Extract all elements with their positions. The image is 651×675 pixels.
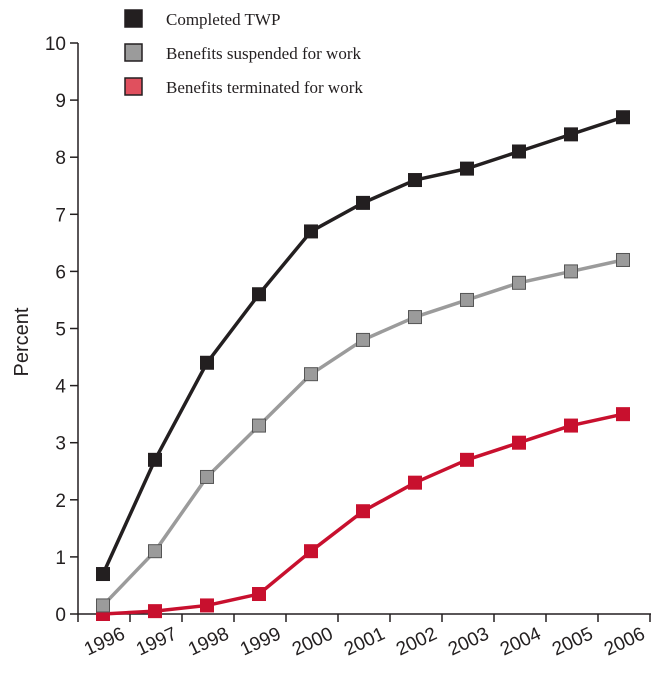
data-point — [96, 567, 110, 582]
y-axis-title: Percent — [11, 307, 33, 376]
x-tick-label: 2005 — [549, 624, 596, 661]
x-tick-label: 2000 — [289, 624, 336, 661]
y-tick-label: 7 — [55, 205, 66, 226]
x-tick-label: 2003 — [445, 624, 492, 661]
data-point — [356, 195, 370, 210]
data-point — [460, 452, 474, 467]
data-point — [200, 469, 214, 484]
y-tick-label: 10 — [45, 34, 66, 55]
x-tick-label: 1996 — [81, 624, 128, 661]
data-point — [512, 144, 526, 159]
data-point — [564, 264, 578, 279]
data-point — [252, 418, 266, 433]
series-1 — [96, 252, 630, 613]
x-tick-label: 1998 — [185, 624, 232, 661]
data-point — [148, 544, 162, 559]
data-point — [96, 598, 110, 613]
x-tick-label: 2004 — [497, 623, 545, 660]
y-tick-label: 4 — [55, 377, 66, 398]
data-point — [252, 287, 266, 302]
y-tick-label: 0 — [55, 605, 66, 626]
y-tick-label: 8 — [55, 148, 66, 169]
x-axis: 1996 1997 1998 1999 2000 2001 2002 2003 2004 2005… — [77, 613, 651, 661]
data-point — [252, 587, 266, 602]
legend-label: Benefits terminated for work — [166, 78, 363, 97]
series-2 — [96, 407, 630, 621]
legend-marker — [124, 77, 143, 96]
data-point — [460, 292, 474, 307]
y-tick-label: 2 — [55, 491, 66, 512]
data-point — [356, 504, 370, 519]
data-point — [564, 127, 578, 142]
y-tick-label: 5 — [55, 320, 66, 341]
series-layer — [96, 110, 630, 621]
data-point — [408, 173, 422, 188]
data-point — [200, 598, 214, 613]
data-point — [356, 332, 370, 347]
data-point — [616, 407, 630, 422]
data-point — [148, 604, 162, 619]
legend-marker — [124, 43, 143, 62]
data-point — [512, 275, 526, 290]
y-tick-label: 1 — [55, 548, 66, 569]
y-tick-label: 3 — [55, 434, 66, 455]
data-point — [512, 435, 526, 450]
y-tick-label: 6 — [55, 262, 66, 283]
chart-legend: Completed TWP Benefits suspended for work… — [124, 9, 363, 97]
x-tick-label: 2001 — [341, 624, 388, 661]
y-axis: 0 1 2 3 4 5 6 7 8 9 10 — [45, 34, 79, 626]
y-tick-label: 9 — [55, 91, 66, 112]
data-point — [148, 452, 162, 467]
x-tick-label: 1997 — [133, 624, 180, 661]
data-point — [304, 544, 318, 559]
legend-label: Completed TWP — [166, 10, 280, 29]
data-point — [616, 252, 630, 267]
data-point — [304, 224, 318, 239]
x-tick-label: 1999 — [237, 624, 284, 661]
data-point — [564, 418, 578, 433]
data-point — [408, 475, 422, 490]
series-0 — [96, 110, 630, 582]
data-point — [304, 367, 318, 382]
data-point — [200, 355, 214, 370]
data-point — [408, 310, 422, 325]
legend-label: Benefits suspended for work — [166, 44, 361, 63]
legend-marker — [124, 9, 143, 28]
x-tick-label: 2002 — [393, 624, 440, 661]
data-point — [616, 110, 630, 125]
data-point — [460, 161, 474, 176]
x-tick-label: 2006 — [601, 624, 648, 661]
